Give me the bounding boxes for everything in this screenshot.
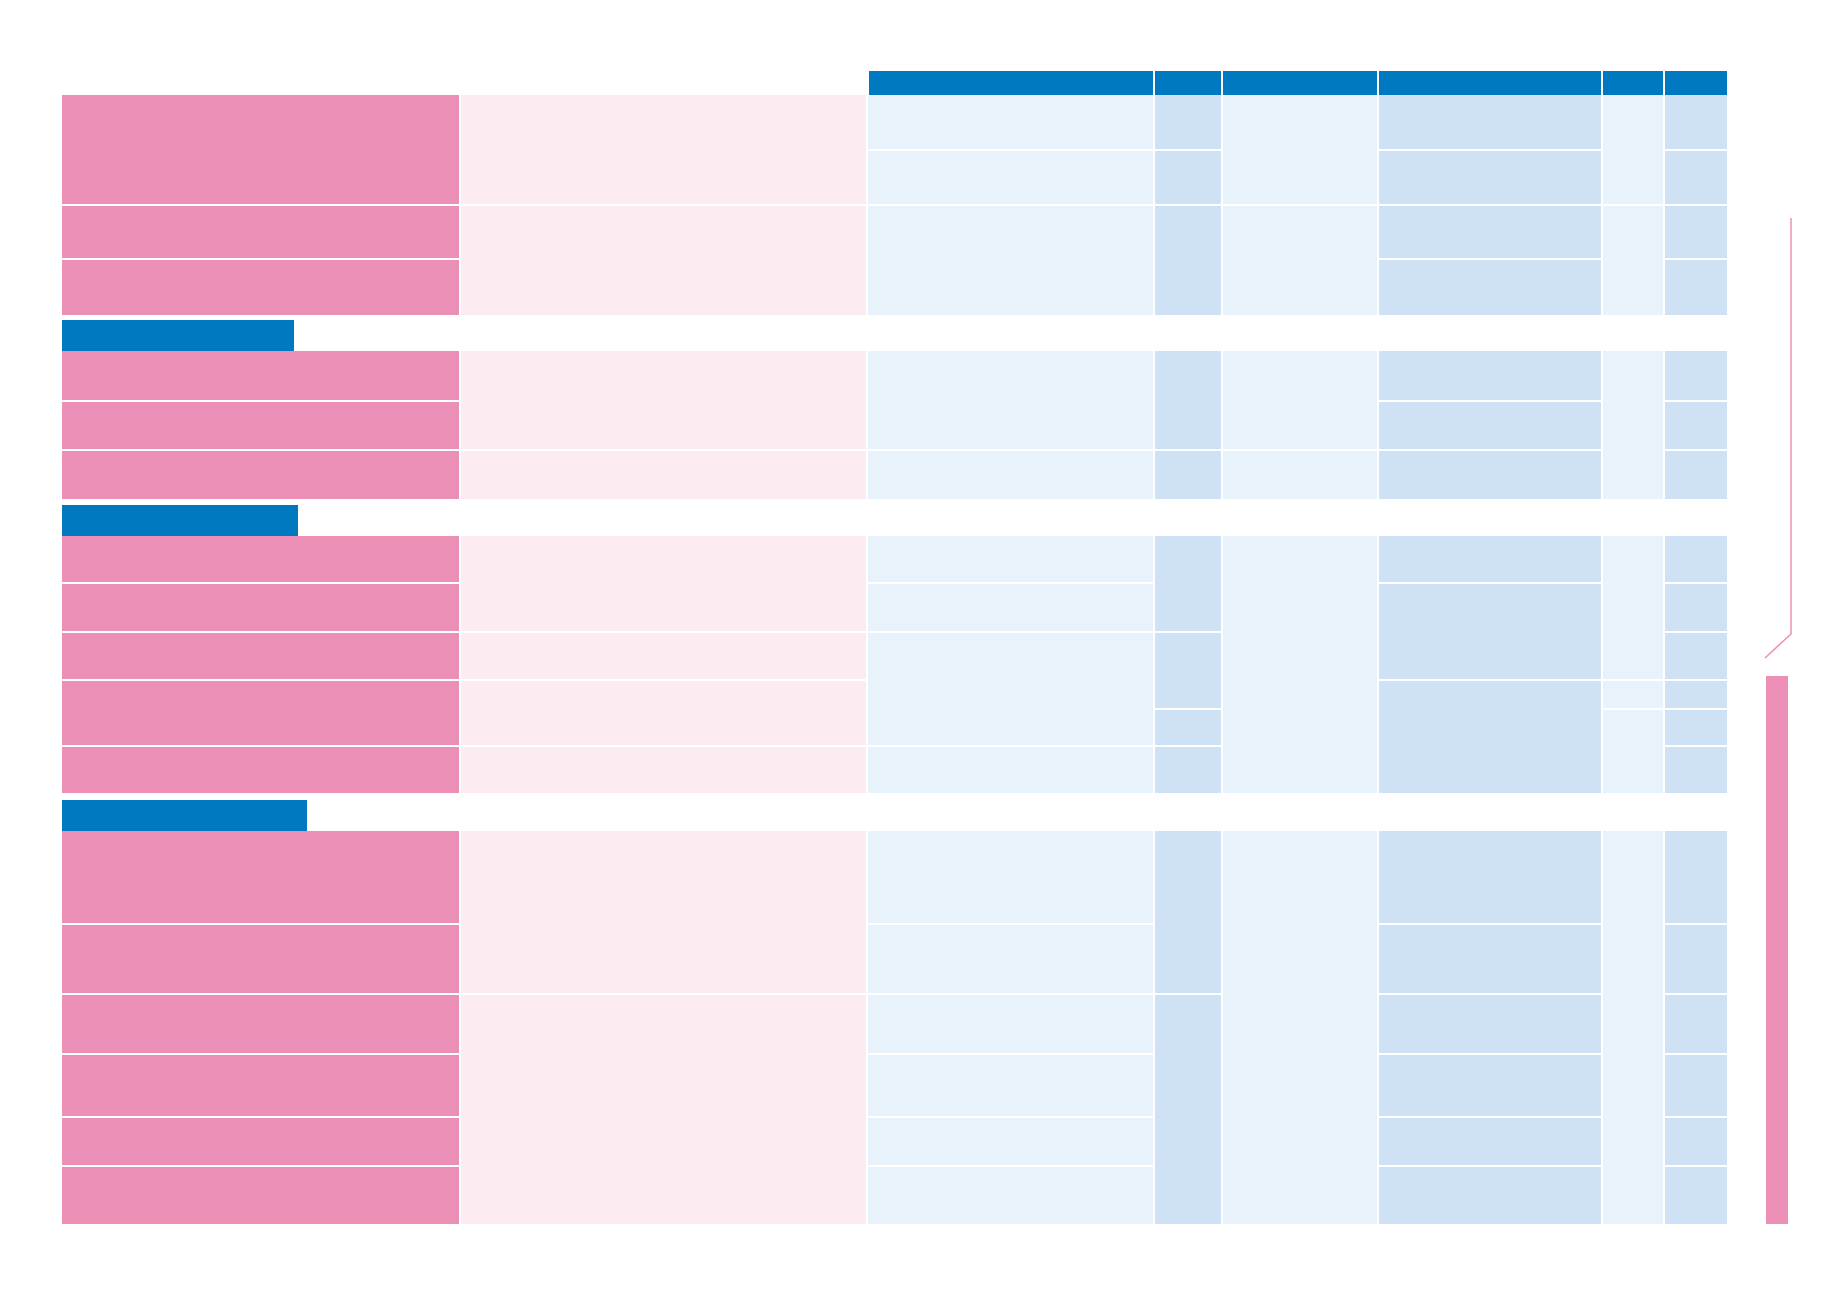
row-divider <box>868 923 1153 925</box>
data-column-2 <box>1155 536 1221 793</box>
row-divider <box>1665 745 1727 747</box>
row-divider <box>1379 258 1601 260</box>
row-divider <box>868 1053 1153 1055</box>
data-column-3 <box>1223 831 1377 1224</box>
row-divider <box>1379 679 1727 681</box>
row-divider <box>1603 708 1727 710</box>
row-divider <box>1665 1116 1727 1118</box>
data-column-1 <box>868 351 1153 499</box>
data-column-2 <box>1155 831 1221 1224</box>
row-divider <box>62 679 866 681</box>
row-label-column <box>62 351 459 499</box>
row-divider <box>1379 1053 1601 1055</box>
row-divider <box>62 449 1601 451</box>
data-column-3 <box>1223 351 1377 499</box>
table-header-col-3 <box>1223 71 1377 95</box>
margin-bracket-line <box>1764 218 1792 659</box>
row-divider <box>1155 708 1221 710</box>
data-column-3 <box>1223 536 1377 793</box>
row-divider <box>1665 631 1727 633</box>
row-divider <box>1379 993 1601 995</box>
row-divider <box>1665 1165 1727 1167</box>
row-divider <box>868 1116 1153 1118</box>
row-divider <box>62 631 1221 633</box>
data-column-6 <box>1665 831 1727 1224</box>
data-column-5 <box>1603 351 1663 499</box>
row-divider <box>1665 1053 1727 1055</box>
row-divider <box>868 1165 1153 1167</box>
table-header-col-1 <box>869 71 1153 95</box>
table-header-col-6 <box>1665 71 1727 95</box>
row-description-column <box>461 831 866 1224</box>
row-divider <box>1665 258 1727 260</box>
row-divider <box>1379 400 1601 402</box>
row-divider <box>62 923 459 925</box>
row-divider <box>62 1165 459 1167</box>
row-label-column <box>62 831 459 1224</box>
section-title-2 <box>62 505 298 536</box>
row-divider <box>62 1116 459 1118</box>
row-divider <box>62 258 459 260</box>
row-description-column <box>461 351 866 499</box>
row-divider <box>1665 582 1727 584</box>
data-column-5 <box>1603 536 1663 793</box>
row-divider <box>62 400 459 402</box>
row-divider <box>1665 993 1727 995</box>
row-divider <box>1665 449 1727 451</box>
row-divider <box>62 1053 459 1055</box>
row-divider <box>62 745 1221 747</box>
row-divider <box>62 582 459 584</box>
data-column-4 <box>1379 831 1601 1224</box>
row-divider <box>1379 582 1601 584</box>
section-title-1 <box>62 320 294 351</box>
table-header-col-4 <box>1379 71 1601 95</box>
side-marker-bar <box>1766 676 1788 1224</box>
row-divider <box>1379 1165 1601 1167</box>
row-divider <box>868 149 1221 151</box>
row-divider <box>1379 149 1601 151</box>
table-header-col-2 <box>1155 71 1221 95</box>
row-divider <box>1379 1116 1601 1118</box>
section-title-3 <box>62 800 307 831</box>
data-column-6 <box>1665 536 1727 793</box>
row-divider <box>1665 923 1727 925</box>
row-divider <box>1665 400 1727 402</box>
row-description-column <box>461 536 866 793</box>
row-divider <box>62 204 1727 206</box>
data-column-1 <box>868 831 1153 1224</box>
row-divider <box>62 993 1221 995</box>
data-column-1 <box>868 536 1153 793</box>
data-column-4 <box>1379 536 1601 793</box>
data-column-2 <box>1155 351 1221 499</box>
row-divider <box>868 582 1153 584</box>
table-header-col-5 <box>1603 71 1663 95</box>
row-label-column <box>62 536 459 793</box>
data-column-5 <box>1603 831 1663 1224</box>
row-divider <box>1665 149 1727 151</box>
data-column-6 <box>1665 351 1727 499</box>
data-column-4 <box>1379 351 1601 499</box>
row-divider <box>1379 923 1601 925</box>
